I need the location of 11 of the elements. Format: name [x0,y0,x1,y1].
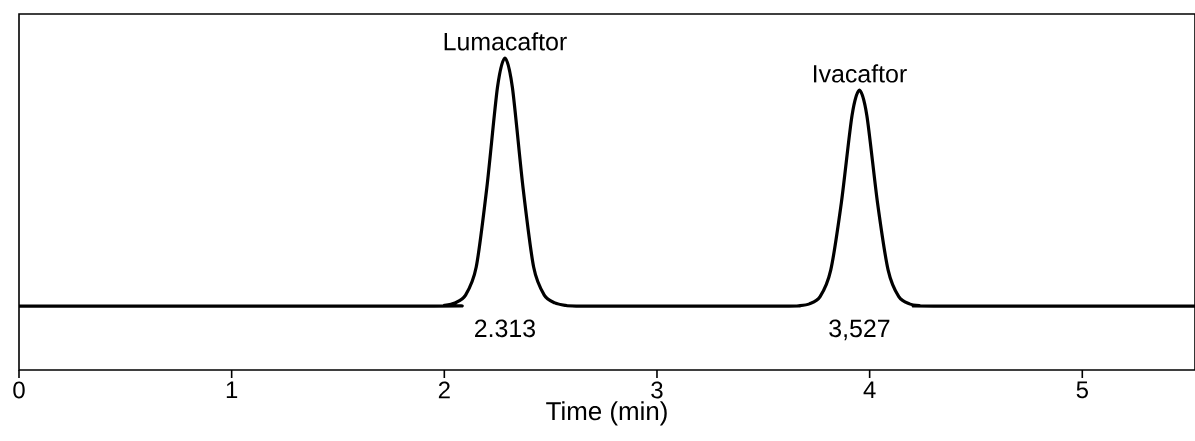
x-tick-label: 5 [1076,381,1088,399]
annotation: 3,527 [829,319,890,341]
annotation: 2.313 [475,319,535,338]
annotation: Ivacaftor [813,64,907,83]
x-tick-label: 1 [226,381,238,398]
x-tick-label: 2 [438,381,450,399]
x-tick-label: 0 [13,381,25,399]
annotation: Lumacaftor [444,32,567,51]
x-tick-label: 4 [863,381,876,398]
x-tick-label: 3 [651,381,663,399]
x-axis-title: Time (min) [546,401,667,426]
